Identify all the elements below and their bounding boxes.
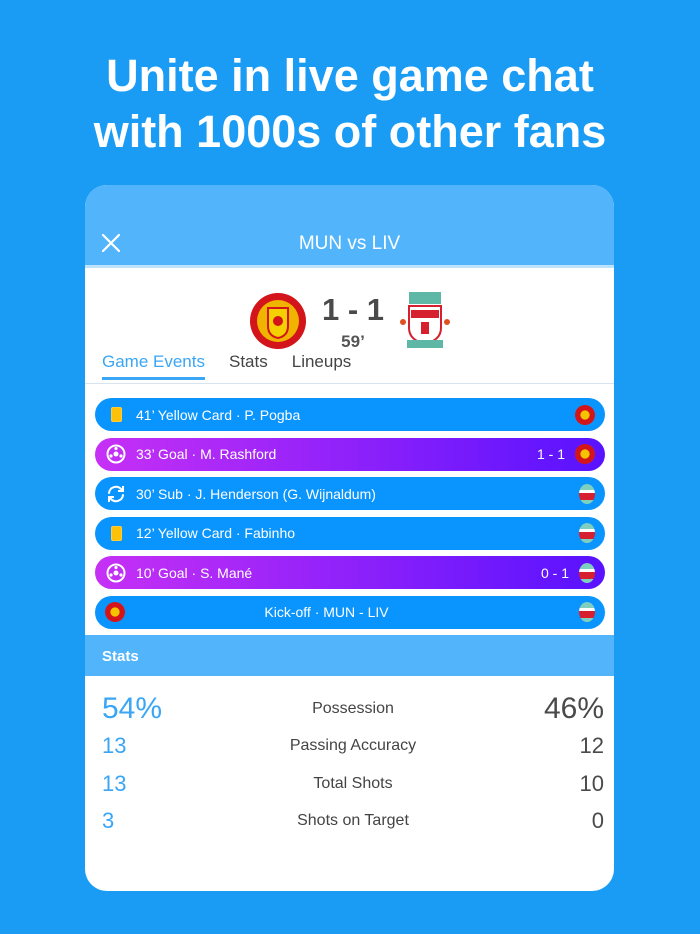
home-value: 13 bbox=[102, 770, 127, 796]
stats-header: Stats bbox=[85, 635, 614, 676]
stat-row: 13 Passing Accuracy 12 bbox=[85, 728, 614, 766]
stat-label: Shots on Target bbox=[297, 812, 409, 830]
event-item[interactable]: 33’ Goal · M. Rashford 1 - 1 bbox=[95, 437, 605, 471]
event-text: 10’ Goal · S. Mané bbox=[136, 564, 253, 581]
home-value: 54% bbox=[102, 691, 163, 725]
scoreboard: 1 - 1 59’ Game Events Stats Lineups bbox=[85, 268, 614, 388]
match-card: MUN vs LIV 1 - 1 59’ Game Events Stats L… bbox=[85, 185, 614, 891]
event-item[interactable]: 30’ Sub · J. Henderson (G. Wijnaldum) bbox=[95, 477, 605, 510]
yellow-card-icon bbox=[105, 522, 127, 544]
event-text: 30’ Sub · J. Henderson (G. Wijnaldum) bbox=[136, 485, 376, 502]
match-minute: 59’ bbox=[341, 332, 365, 351]
away-value: 10 bbox=[579, 770, 604, 796]
stat-label: Possession bbox=[312, 699, 394, 717]
headline: Unite in live game chat with 1000s of ot… bbox=[0, 48, 700, 160]
event-list: 41’ Yellow Card · P. Pogba 33’ Goal · M.… bbox=[85, 388, 614, 629]
event-item[interactable]: Kick-off · MUN - LIV bbox=[95, 595, 605, 629]
yellow-card-icon bbox=[105, 404, 127, 426]
tab-lineups[interactable]: Lineups bbox=[291, 352, 352, 371]
football-icon bbox=[105, 443, 127, 465]
stat-label: Total Shots bbox=[313, 774, 393, 792]
home-value: 3 bbox=[102, 808, 115, 834]
close-icon[interactable] bbox=[101, 233, 121, 253]
event-item[interactable]: 12’ Yellow Card · Fabinho bbox=[95, 516, 605, 550]
manchester-united-badge-icon bbox=[105, 602, 125, 622]
substitution-icon bbox=[105, 483, 127, 505]
stats-table: 54% Possession 46% 13 Passing Accuracy 12 13… bbox=[85, 676, 614, 840]
match-title: MUN vs LIV bbox=[298, 233, 401, 254]
event-text: 12’ Yellow Card · Fabinho bbox=[136, 525, 296, 541]
manchester-united-badge-icon bbox=[575, 404, 595, 425]
tab-game-events[interactable]: Game Events bbox=[102, 352, 205, 380]
top-bar: MUN vs LIV bbox=[85, 185, 614, 268]
tab-stats[interactable]: Stats bbox=[229, 352, 268, 371]
headline-line-2: with 1000s of other fans bbox=[93, 106, 607, 157]
liverpool-badge-icon bbox=[579, 602, 595, 622]
manchester-united-badge-icon bbox=[575, 444, 595, 464]
home-value: 13 bbox=[102, 733, 127, 759]
event-score: 0 - 1 bbox=[540, 564, 569, 581]
liverpool-badge-icon bbox=[579, 562, 595, 583]
liverpool-crest-icon bbox=[400, 292, 450, 348]
event-text: Kick-off · MUN - LIV bbox=[264, 604, 389, 620]
score: 1 - 1 bbox=[321, 292, 385, 327]
tab-bar: Game Events Stats Lineups bbox=[102, 352, 351, 380]
headline-line-1: Unite in live game chat bbox=[106, 50, 594, 101]
manchester-united-crest-icon bbox=[250, 293, 306, 349]
liverpool-badge-icon bbox=[579, 523, 595, 543]
football-icon bbox=[105, 562, 127, 584]
event-item[interactable]: 41’ Yellow Card · P. Pogba bbox=[95, 398, 605, 431]
stat-row: 3 Shots on Target 0 bbox=[85, 803, 614, 841]
liverpool-badge-icon bbox=[579, 483, 595, 504]
away-value: 46% bbox=[543, 691, 604, 725]
away-value: 0 bbox=[591, 808, 604, 834]
stat-row: 13 Total Shots 10 bbox=[85, 765, 614, 803]
stat-label: Passing Accuracy bbox=[289, 737, 417, 755]
event-text: 41’ Yellow Card · P. Pogba bbox=[136, 406, 301, 423]
divider bbox=[85, 383, 614, 384]
event-text: 33’ Goal · M. Rashford bbox=[136, 446, 277, 462]
event-score: 1 - 1 bbox=[536, 446, 565, 462]
away-value: 12 bbox=[579, 733, 604, 759]
event-item[interactable]: 10’ Goal · S. Mané 0 - 1 bbox=[95, 556, 605, 589]
stat-row: 54% Possession 46% bbox=[85, 690, 614, 728]
